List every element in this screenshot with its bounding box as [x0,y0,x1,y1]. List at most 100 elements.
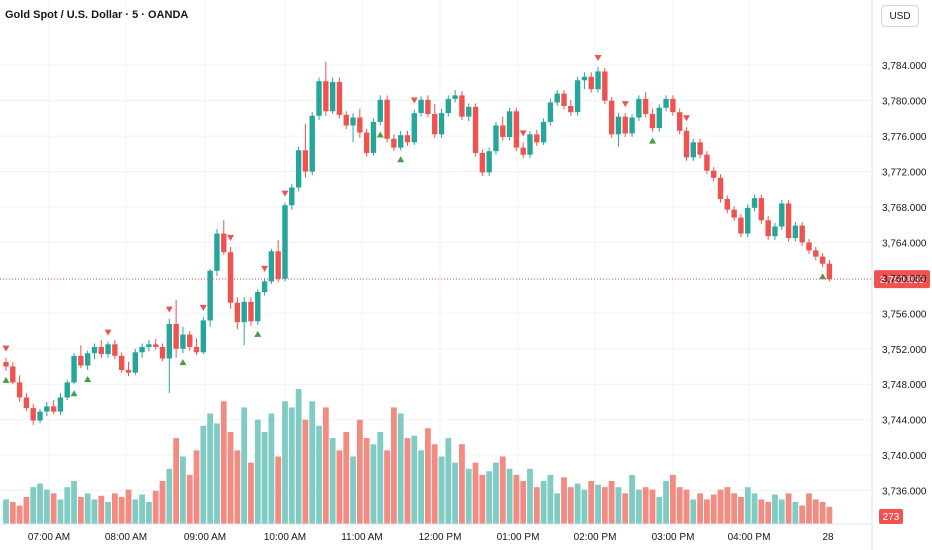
candle-body [166,323,173,359]
currency-button[interactable]: USD [881,5,919,27]
buy-signal-marker [376,131,384,138]
volume-bar [186,474,193,524]
candles [3,61,833,425]
volume-bar [772,494,778,524]
x-tick-label: 11:00 AM [341,532,383,543]
candle-body [595,71,601,90]
volume-bar [50,493,57,524]
candle-body [187,334,193,347]
volume-bar [329,438,336,524]
candle-body [779,203,785,227]
volume-bar [574,483,581,524]
candle-body [751,198,758,208]
x-tick-label: 10:00 AM [264,532,306,543]
buy-signal-marker [179,359,187,366]
candle-body [105,344,111,355]
candle-body [826,263,833,280]
volume-bar [642,487,649,524]
candle-body [363,132,370,153]
candle-body [173,323,179,349]
volume-bar [288,407,295,524]
candle-body [588,76,594,90]
candle-body [37,411,43,421]
volume-bar [826,506,833,524]
volume-bar [139,494,145,524]
volume-bar [98,495,105,524]
candle-body [540,121,547,143]
volume-bar [9,501,16,524]
volume-bar [812,499,819,524]
candle-body [479,152,486,173]
volume-bar [731,493,738,524]
candle-body [44,406,50,412]
candle-body [806,242,812,251]
y-tick-label: 3,756.000 [882,309,927,320]
volume-bar [316,425,322,524]
candle-body [642,98,649,114]
y-tick-label: 3,760.000 [882,274,927,285]
sell-signal-marker [165,306,173,313]
buy-signal-marker [2,376,10,383]
candle-body [248,301,254,322]
buy-signal-marker [254,330,262,337]
sell-signal-marker [261,265,269,272]
candle-body [221,233,227,253]
volume-bar [669,474,676,524]
candle-body [411,113,417,143]
candle-body [568,105,574,113]
y-tick-label: 3,776.000 [882,132,927,143]
candle-body [255,292,261,322]
sell-signal-marker [594,55,602,62]
volume-bar [533,487,540,524]
volume-bar [16,505,23,524]
volume-bar [77,497,84,524]
volume-bar [309,401,316,524]
x-tick-label: 03:00 PM [652,532,695,543]
candle-body [622,116,628,134]
candle-body [139,346,145,353]
volume-bar [404,438,411,524]
volume-bar [146,501,152,524]
candle-body [64,382,70,398]
volume-bar [608,481,615,524]
volume-bar [91,499,98,524]
candle-body [261,281,268,293]
price-axis: 3,784.000 3,780.000 3,776.000 3,772.000 3,76… [871,0,927,550]
volume-bar [322,407,329,524]
candle-body [112,344,118,356]
last-price-badge [874,270,930,289]
volume-bar [241,407,248,524]
volume-bar [635,489,642,524]
volume-bar [486,471,493,524]
candle-body [125,370,132,373]
volume-bar [751,493,758,524]
volume-bar [350,456,356,524]
volume-bar [200,425,207,524]
candle-body [16,382,23,398]
candle-body [717,177,724,200]
volume-bar [30,487,37,524]
volume-bar [173,438,180,524]
volume-bar [744,487,751,524]
x-tick-label: 04:00 PM [728,532,771,543]
volume-bar [717,489,724,524]
candle-body [534,134,540,143]
volume-bar [493,462,499,524]
volume-bar [615,487,622,524]
volume-bar [738,497,744,524]
candle-body [78,355,84,366]
volume-bar [418,450,425,524]
volume-bar [690,499,697,524]
buy-signal-marker [819,273,827,280]
candle-body [227,252,234,303]
volume-bar [547,474,554,524]
volume-bar [64,487,71,524]
buy-signal-marker [70,390,78,397]
candle-body [785,203,792,239]
volume-bar [438,456,445,524]
volume-bar [479,474,486,524]
candle-body [636,98,642,118]
volume-bar [792,501,799,524]
candle-body [343,114,349,126]
